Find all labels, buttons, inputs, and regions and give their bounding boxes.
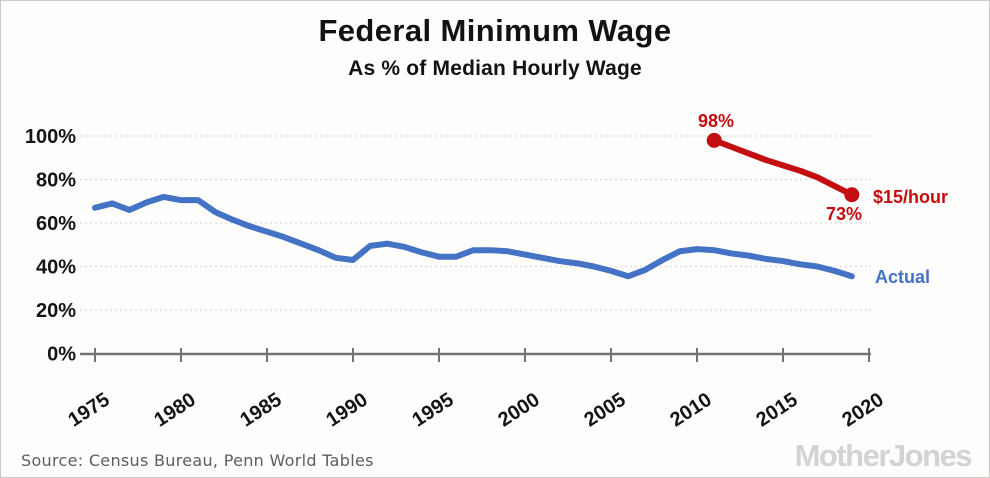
series-line--15-hour — [711, 137, 855, 198]
source-credit: Source: Census Bureau, Penn World Tables — [21, 451, 374, 470]
series-line-actual — [92, 193, 855, 280]
series-marker-end — [844, 187, 860, 203]
y-tick-label-80%: 80% — [36, 170, 76, 192]
x-tick-label-1995: 1995 — [408, 389, 457, 432]
x-tick-label-2005: 2005 — [580, 389, 629, 432]
series-marker-start — [706, 132, 722, 148]
chart-subtitle: As % of Median Hourly Wage — [348, 57, 642, 80]
y-tick-label-40%: 40% — [36, 257, 76, 279]
x-tick-label-2020: 2020 — [838, 389, 887, 432]
chart-title: Federal Minimum Wage — [318, 13, 672, 48]
y-tick-label-20%: 20% — [36, 300, 76, 322]
mother-jones-logo: MotherJones — [794, 438, 973, 473]
label-98-percent: 98% — [697, 111, 735, 131]
x-tick-label-2010: 2010 — [666, 389, 715, 432]
x-tick-label-1985: 1985 — [236, 389, 285, 432]
y-tick-label-100%: 100% — [25, 126, 76, 148]
x-tick-label-1975: 1975 — [64, 389, 113, 432]
label-15-per-hour: $15/hour — [873, 187, 949, 207]
x-tick-label-1980: 1980 — [150, 389, 199, 432]
y-tick-label-0%: 0% — [47, 344, 76, 366]
y-tick-label-60%: 60% — [36, 213, 76, 235]
x-tick-label-2015: 2015 — [752, 389, 801, 432]
label-73-percent: 73% — [825, 204, 863, 224]
label-actual-series: Actual — [875, 267, 931, 287]
x-tick-label-2000: 2000 — [494, 389, 543, 432]
x-tick-label-1990: 1990 — [322, 389, 371, 432]
